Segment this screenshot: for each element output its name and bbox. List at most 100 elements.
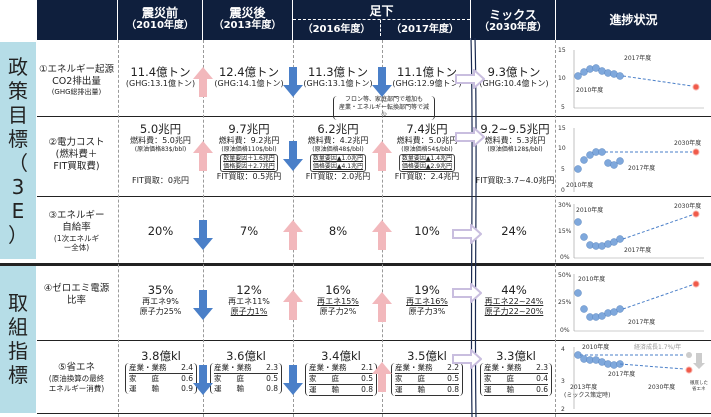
fit-cost: FIT買取：0兆円: [132, 176, 189, 185]
svg-text:5: 5: [561, 166, 565, 173]
svg-text:2010年度: 2010年度: [582, 343, 609, 351]
svg-text:10: 10: [558, 145, 566, 152]
quantity-factor: 数量要因▲1.4兆円: [401, 155, 453, 162]
svg-text:2030年度: 2030年度: [674, 139, 701, 147]
cost-2030: 9.2~9.5兆円 燃料費：5.3兆円 (原油価格128$/bbl) FIT買取…: [473, 122, 557, 186]
save-2030: 3.3億kl 産業・業務 2.3 家 庭 0.4 運 輸 0.6: [478, 349, 554, 396]
row-label-power-cost: ②電力コスト (燃料費＋ FIT買取費): [38, 130, 115, 180]
value-main: 3.4億kl: [321, 349, 361, 363]
value-main: 3.5億kl: [407, 349, 447, 363]
svg-text:30%: 30%: [558, 202, 572, 209]
header-current-title: 足下: [293, 0, 470, 20]
nuclear-share: 原子力1%: [230, 307, 268, 316]
svg-text:3: 3: [561, 378, 565, 385]
label-line: (燃料費＋: [55, 149, 98, 160]
svg-text:2010年度: 2010年度: [566, 181, 593, 189]
key-transport: 運 輸: [484, 385, 514, 394]
hollow-arrow-icon: [455, 69, 485, 89]
hollow-arrow-icon: [452, 349, 482, 369]
co2-2016: 11.3億トン (GHG:13.1億トン): [294, 65, 382, 89]
down-arrow-icon: [193, 220, 213, 250]
label-sub: (原油換算の最終エネルギー消費): [48, 374, 105, 393]
nuclear-share: 原子力25%: [139, 307, 182, 316]
down-arrow-icon: [283, 365, 303, 395]
svg-text:省エネ: 省エネ: [692, 385, 706, 392]
val-home: 0.5: [266, 374, 278, 383]
fit-cost: FIT買取：0.5兆円: [216, 172, 282, 181]
svg-text:2017年度: 2017年度: [628, 318, 655, 326]
value-main: 9.3億トン: [487, 65, 541, 79]
val-transport: 0.8: [266, 384, 278, 393]
price-factor: 価格要因＋2.7兆円: [223, 163, 275, 170]
header-corner: [37, 0, 117, 40]
nuclear-share: 原子力2%: [319, 307, 357, 316]
renewable-share: 再エネ22~24%: [484, 297, 544, 306]
value-main: 11.1億トン: [396, 65, 458, 79]
value-sub: (GHG:14.1億トン): [214, 79, 284, 88]
side-char: 指: [8, 339, 28, 363]
header-2016: （2016年度）: [293, 20, 381, 36]
down-arrow-icon: [372, 67, 392, 97]
label-line: CO2排出量: [52, 75, 101, 87]
val-home: 0.5: [447, 374, 459, 383]
key-home: 家 庭: [129, 374, 159, 383]
nuclear-share: 原子力3%: [408, 307, 446, 316]
self-2013: 7%: [239, 224, 259, 238]
label-line: ④ゼロエミ電源: [43, 283, 110, 294]
label-sub: (1次エネルギー全体): [53, 234, 100, 252]
save-2013: 3.6億kl 産業・業務 2.3 家 庭 0.5 運 輸 0.8: [207, 349, 285, 394]
side-char: ）: [8, 222, 28, 247]
down-arrow-icon: [193, 290, 213, 320]
value-sub: (GHG:13.1億トン): [303, 79, 373, 88]
col-divider: [118, 40, 119, 417]
quantity-factor: 数量要因▲1.0兆円: [312, 155, 364, 162]
header-post-disaster: 震災後 （2013年度）: [203, 0, 292, 40]
co2-2030: 9.3億トン (GHG:10.4億トン): [473, 65, 555, 89]
header-post-year: （2013年度）: [213, 20, 282, 31]
value-main: 19%: [414, 283, 440, 297]
key-industry: 産業・業務: [309, 363, 347, 372]
up-arrow-icon: [372, 220, 392, 250]
svg-text:15: 15: [558, 125, 566, 132]
svg-text:4: 4: [561, 346, 565, 353]
chart-self-sufficiency: 30% 15% 0% 2010年度 2030年度 2017年度: [558, 202, 704, 261]
row-label-zero-emission: ④ゼロエミ電源 比率: [38, 280, 115, 310]
svg-text:経済成長1.7%/年: 経済成長1.7%/年: [634, 343, 681, 351]
fuel-cost: 燃料費：5.0兆円: [130, 136, 191, 145]
zero-2013: 12% 再エネ11% 原子力1%: [205, 283, 293, 317]
key-transport: 運 輸: [214, 384, 244, 393]
val-industry: 2.1: [361, 363, 373, 372]
row-divider: [37, 413, 711, 414]
svg-text:5: 5: [561, 104, 565, 111]
down-arrow-icon: [193, 365, 213, 395]
oil-price: (原油価格54$/bbl): [401, 146, 453, 153]
key-transport: 運 輸: [395, 385, 425, 394]
co2-2010: 11.4億トン (GHG:13.1億トン): [118, 65, 203, 89]
row-label-energy-saving: ⑤省エネ (原油換算の最終エネルギー消費): [38, 352, 115, 404]
co2-2017: 11.1億トン (GHG:12.9億トン): [383, 65, 471, 89]
self-2017: 10%: [414, 224, 440, 238]
val-home: 0.6: [181, 374, 193, 383]
up-arrow-icon: [193, 67, 213, 97]
val-industry: 2.4: [181, 363, 193, 372]
renewable-share: 再エネ15%: [317, 297, 359, 306]
svg-text:10: 10: [558, 75, 566, 82]
key-industry: 産業・業務: [484, 363, 522, 372]
key-transport: 運 輸: [129, 384, 159, 393]
zero-2030: 44% 再エネ22~24% 原子力22~20%: [473, 283, 555, 317]
value-main: 11.3億トン: [307, 65, 369, 79]
quantity-factor: 数量要因＋1.6兆円: [223, 155, 275, 162]
value-main: 9.2~9.5兆円: [480, 122, 550, 136]
row-divider: [37, 340, 711, 341]
svg-text:徹底した: 徹底した: [690, 379, 708, 386]
svg-text:2010年度: 2010年度: [578, 275, 605, 283]
label-line: ①エネルギー起源: [38, 63, 115, 75]
side-char: 策: [8, 78, 28, 103]
svg-text:2017年度: 2017年度: [624, 246, 651, 254]
svg-text:2: 2: [561, 406, 565, 413]
fuel-cost: 燃料費：5.0兆円: [396, 136, 458, 145]
save-2016: 3.4億kl 産業・業務 2.1 家 庭 0.5 運 輸 0.8: [302, 349, 380, 396]
row-label-co2: ①エネルギー起源 CO2排出量 (GHG総排出量): [38, 60, 115, 100]
nuclear-share: 原子力22~20%: [484, 307, 544, 316]
zero-2010: 35% 再エネ9% 原子力25%: [118, 283, 203, 317]
